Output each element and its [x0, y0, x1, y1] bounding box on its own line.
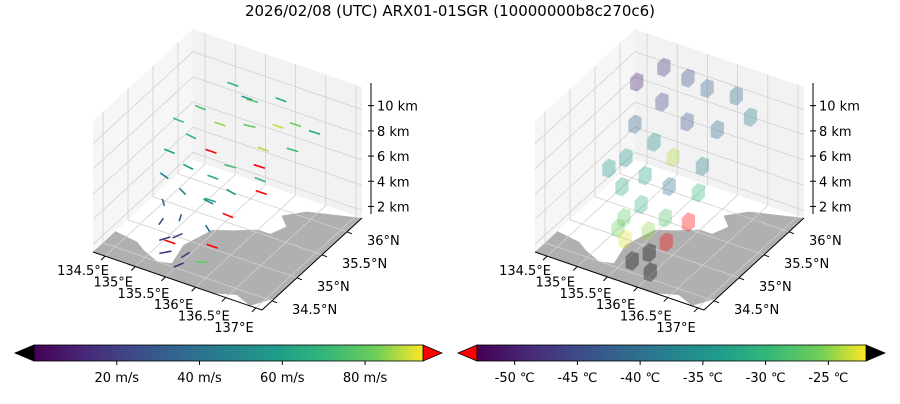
x-tick [101, 256, 105, 260]
y-tick-label: 34.5°N [734, 303, 779, 318]
colorbar-tick-label: 40 m/s [177, 371, 222, 386]
colorbar-over-extension [866, 345, 885, 361]
x-tick-label: 137°E [214, 321, 254, 336]
z-tick-label: 8 km [819, 125, 852, 140]
x-tick-label: 137°E [656, 321, 696, 336]
x-tick [694, 308, 698, 312]
y-tick [272, 301, 277, 303]
colorbar-tick-label: 80 m/s [343, 371, 388, 386]
y-tick [739, 278, 744, 280]
colorbar-under-extension [15, 345, 34, 361]
x-tick [603, 277, 607, 281]
colorbar-gradient [34, 345, 423, 361]
temperature-3d-axes: 134.5°E135°E135.5°E136°E136.5°E137°E34.5… [499, 29, 860, 336]
colorbar-tick-label: 20 m/s [95, 371, 140, 386]
z-tick-label: 2 km [377, 200, 410, 215]
colorbar-tick-label: -30 ℃ [746, 371, 786, 386]
colorbar-under-extension [458, 345, 477, 361]
z-tick-label: 6 km [377, 150, 410, 165]
x-tick [192, 287, 196, 291]
z-tick-label: 10 km [819, 100, 860, 115]
colorbar-tick-label: -35 ℃ [683, 371, 723, 386]
z-tick-label: 2 km [819, 200, 852, 215]
y-tick [322, 255, 327, 257]
colorbar-tick-label: 60 m/s [260, 371, 305, 386]
colorbar-tick-label: -25 ℃ [808, 371, 848, 386]
z-tick-label: 6 km [819, 150, 852, 165]
wind-speed-colorbar: 20 m/s 40 m/s 60 m/s 80 m/s [15, 345, 442, 386]
x-tick [252, 308, 256, 312]
wind-3d-axes: 134.5°E135°E135.5°E136°E136.5°E137°E34.5… [57, 29, 418, 336]
y-tick-label: 35.5°N [342, 257, 387, 272]
x-tick [161, 277, 165, 281]
z-tick-label: 4 km [819, 175, 852, 190]
y-tick [347, 232, 352, 234]
colorbar-tick-label: -40 ℃ [620, 371, 660, 386]
colorbar-over-extension [423, 345, 442, 361]
z-tick-label: 10 km [377, 100, 418, 115]
y-tick-label: 36°N [809, 234, 842, 249]
x-tick [573, 267, 577, 271]
x-tick [543, 256, 547, 260]
colorbar-gradient [477, 345, 866, 361]
figure-title: 2026/02/08 (UTC) ARX01-01SGR (10000000b8… [245, 2, 655, 20]
x-tick [222, 298, 226, 302]
y-tick [714, 301, 719, 303]
colorbar-tick-label: -50 ℃ [495, 371, 535, 386]
colorbar-tick-label: -45 ℃ [557, 371, 597, 386]
x-tick [664, 298, 668, 302]
temperature-colorbar: -50 ℃ -45 ℃ -40 ℃ -35 ℃ -30 ℃ -25 ℃ [458, 345, 885, 386]
y-tick [297, 278, 302, 280]
z-tick-label: 8 km [377, 125, 410, 140]
x-tick [634, 287, 638, 291]
y-tick-label: 35.5°N [784, 257, 829, 272]
y-tick-label: 35°N [759, 280, 792, 295]
x-tick [131, 267, 135, 271]
y-tick-label: 35°N [317, 280, 350, 295]
y-tick-label: 36°N [367, 234, 400, 249]
y-tick [789, 232, 794, 234]
y-tick-label: 34.5°N [292, 303, 337, 318]
y-tick [764, 255, 769, 257]
z-tick-label: 4 km [377, 175, 410, 190]
